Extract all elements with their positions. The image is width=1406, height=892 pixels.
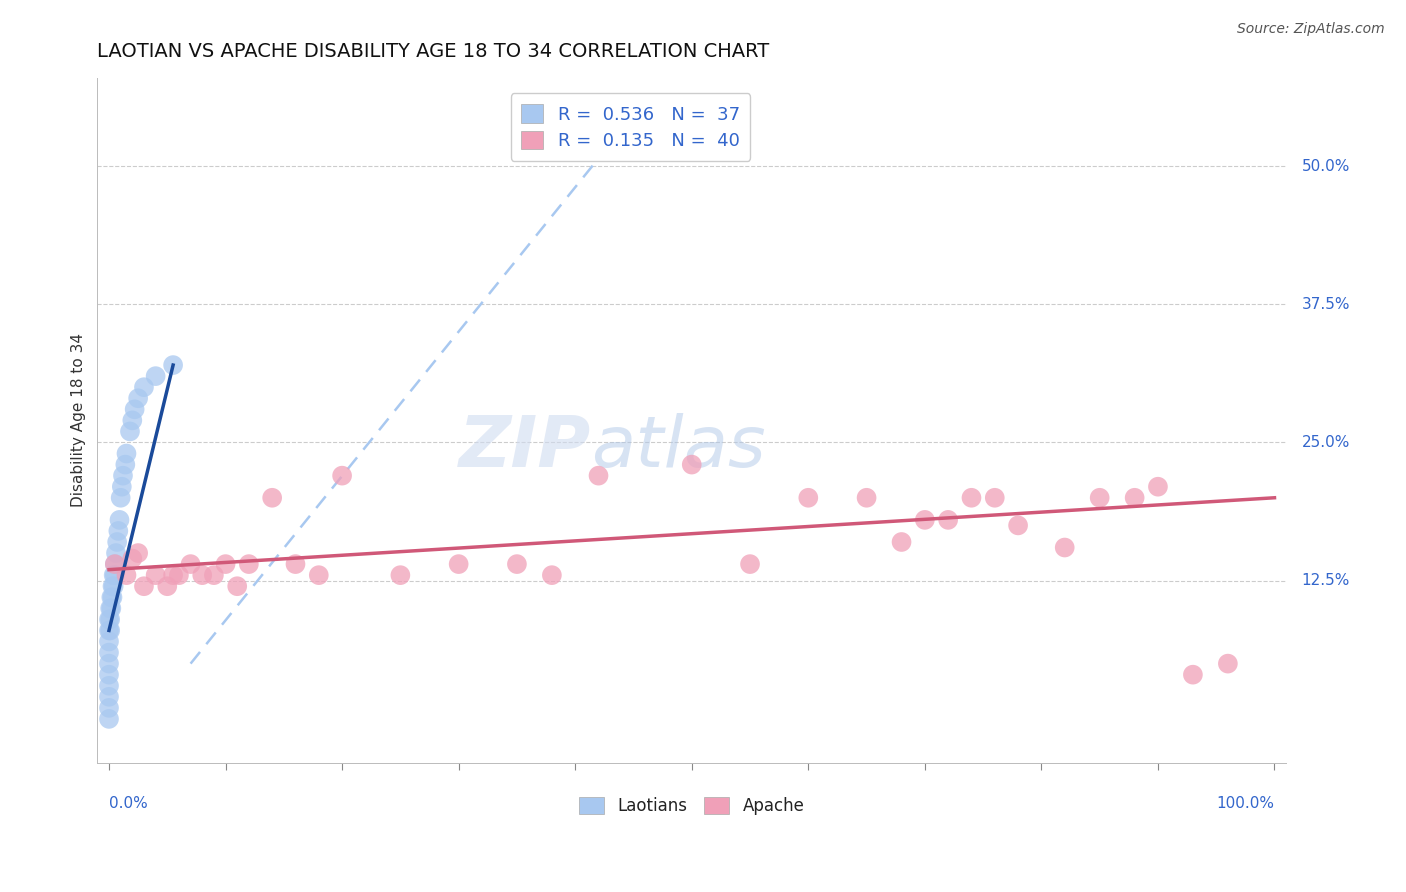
- Point: [541, 568, 564, 582]
- Point: [107, 524, 129, 538]
- Point: [98, 701, 121, 715]
- Point: [104, 557, 127, 571]
- Point: [797, 491, 820, 505]
- Point: [100, 601, 122, 615]
- Point: [202, 568, 225, 582]
- Point: [98, 612, 121, 626]
- Point: [1216, 657, 1239, 671]
- Point: [98, 601, 121, 615]
- Point: [984, 491, 1007, 505]
- Point: [124, 402, 146, 417]
- Point: [330, 468, 353, 483]
- Point: [180, 557, 202, 571]
- Point: [1123, 491, 1146, 505]
- Point: [960, 491, 983, 505]
- Point: [132, 579, 155, 593]
- Point: [101, 579, 124, 593]
- Point: [105, 546, 128, 560]
- Point: [118, 425, 141, 439]
- Point: [284, 557, 307, 571]
- Y-axis label: Disability Age 18 to 34: Disability Age 18 to 34: [72, 334, 86, 508]
- Legend: Laotians, Apache: Laotians, Apache: [571, 789, 813, 823]
- Point: [127, 391, 149, 405]
- Point: [98, 634, 121, 648]
- Point: [98, 679, 121, 693]
- Point: [115, 568, 138, 582]
- Point: [1007, 518, 1029, 533]
- Text: 37.5%: 37.5%: [1302, 297, 1350, 312]
- Text: Source: ZipAtlas.com: Source: ZipAtlas.com: [1237, 22, 1385, 37]
- Point: [1088, 491, 1111, 505]
- Point: [1053, 541, 1076, 555]
- Text: 12.5%: 12.5%: [1302, 574, 1350, 588]
- Point: [104, 557, 127, 571]
- Point: [389, 568, 412, 582]
- Text: ZIP: ZIP: [458, 413, 591, 483]
- Point: [100, 591, 122, 605]
- Point: [121, 413, 143, 427]
- Text: 50.0%: 50.0%: [1302, 159, 1350, 174]
- Point: [1181, 667, 1204, 681]
- Point: [98, 690, 121, 704]
- Point: [145, 369, 167, 384]
- Text: 25.0%: 25.0%: [1302, 435, 1350, 450]
- Point: [588, 468, 610, 483]
- Text: atlas: atlas: [591, 413, 765, 483]
- Point: [98, 712, 121, 726]
- Text: LAOTIAN VS APACHE DISABILITY AGE 18 TO 34 CORRELATION CHART: LAOTIAN VS APACHE DISABILITY AGE 18 TO 3…: [97, 42, 769, 61]
- Point: [855, 491, 877, 505]
- Point: [156, 579, 179, 593]
- Point: [115, 446, 138, 460]
- Point: [226, 579, 249, 593]
- Point: [110, 491, 132, 505]
- Point: [162, 568, 184, 582]
- Point: [108, 513, 131, 527]
- Point: [167, 568, 190, 582]
- Text: 0.0%: 0.0%: [110, 796, 148, 811]
- Point: [681, 458, 703, 472]
- Point: [111, 480, 134, 494]
- Text: 100.0%: 100.0%: [1216, 796, 1274, 811]
- Point: [114, 458, 136, 472]
- Point: [98, 624, 121, 638]
- Point: [262, 491, 284, 505]
- Point: [738, 557, 761, 571]
- Point: [936, 513, 959, 527]
- Point: [98, 646, 121, 660]
- Point: [890, 535, 912, 549]
- Point: [98, 657, 121, 671]
- Point: [98, 612, 121, 626]
- Point: [506, 557, 529, 571]
- Point: [101, 591, 124, 605]
- Point: [111, 468, 134, 483]
- Point: [132, 380, 155, 394]
- Point: [98, 624, 121, 638]
- Point: [914, 513, 936, 527]
- Point: [308, 568, 330, 582]
- Point: [98, 667, 121, 681]
- Point: [214, 557, 236, 571]
- Point: [238, 557, 260, 571]
- Point: [447, 557, 470, 571]
- Point: [103, 579, 125, 593]
- Point: [162, 358, 184, 372]
- Point: [104, 568, 127, 582]
- Point: [191, 568, 214, 582]
- Point: [127, 546, 149, 560]
- Point: [121, 551, 143, 566]
- Point: [145, 568, 167, 582]
- Point: [1147, 480, 1170, 494]
- Point: [105, 535, 128, 549]
- Point: [103, 568, 125, 582]
